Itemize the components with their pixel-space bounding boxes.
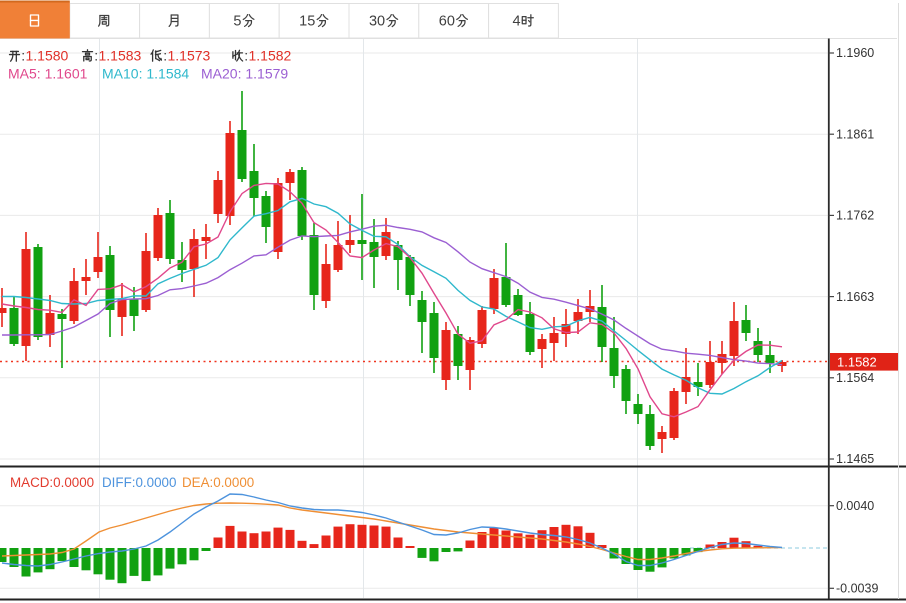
svg-text:1.1465: 1.1465 [836,452,874,466]
svg-text:1.1564: 1.1564 [836,371,874,385]
svg-text:MACD:0.0000: MACD:0.0000 [10,475,94,490]
svg-text:MA10: 1.1584: MA10: 1.1584 [102,66,189,82]
svg-text:DIFF:0.0000: DIFF:0.0000 [102,475,176,490]
svg-text:1.1663: 1.1663 [836,290,874,304]
svg-text::: : [94,47,98,63]
svg-text::: : [244,47,248,63]
svg-text:1.1861: 1.1861 [836,127,874,141]
svg-text:1.1582: 1.1582 [837,355,877,370]
svg-text:1.1582: 1.1582 [249,47,292,63]
svg-text:60: 60 [439,14,455,30]
svg-text:1.1580: 1.1580 [26,47,69,63]
svg-text:1.1573: 1.1573 [168,47,211,63]
svg-text:5: 5 [233,14,241,30]
svg-text:1.1762: 1.1762 [836,209,874,223]
svg-text:MA20: 1.1579: MA20: 1.1579 [201,66,288,82]
svg-text:1.1583: 1.1583 [99,47,142,63]
svg-text:30: 30 [369,14,385,30]
svg-text:0.0040: 0.0040 [836,499,874,513]
svg-text:-0.0039: -0.0039 [836,582,878,596]
svg-text:DEA:0.0000: DEA:0.0000 [182,475,254,490]
svg-text::: : [163,47,167,63]
svg-text:4: 4 [513,14,521,30]
svg-text:MA5: 1.1601: MA5: 1.1601 [8,66,88,82]
svg-text:1.1960: 1.1960 [836,46,874,60]
svg-text::: : [21,47,25,63]
svg-text:15: 15 [299,14,315,30]
